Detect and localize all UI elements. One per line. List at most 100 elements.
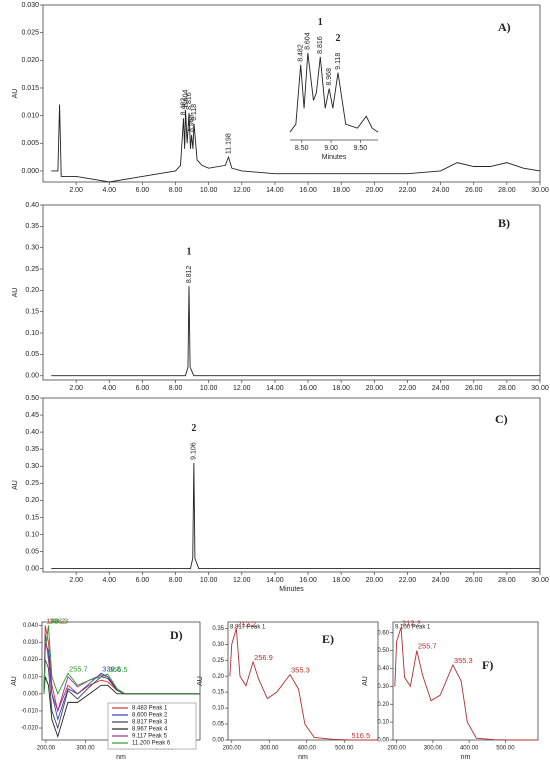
y-tick-label: 0.35 xyxy=(212,626,224,632)
y-tick-label: 0.30 xyxy=(25,463,39,470)
x-axis-label: Minutes xyxy=(322,154,347,161)
y-tick-label: 0.20 xyxy=(377,702,389,708)
spectrum-label: 9.100 Peak 1 xyxy=(395,625,431,631)
y-tick-label: 0.10 xyxy=(377,720,389,726)
panel-label: B) xyxy=(498,216,510,230)
y-tick-label: 0.020 xyxy=(21,57,39,64)
x-tick-label: 14.00 xyxy=(266,187,284,194)
y-tick-label: 0.15 xyxy=(212,690,224,696)
y-axis-label: AU xyxy=(362,676,369,686)
y-tick-label: 0.20 xyxy=(25,287,39,294)
legend-label: 8.600 Peak 2 xyxy=(132,713,168,719)
y-tick-label: 0.40 xyxy=(377,666,389,672)
y-axis-label: AU xyxy=(12,89,19,99)
panel-label: E) xyxy=(322,632,334,646)
x-tick-label: 30.00 xyxy=(531,187,549,194)
data-line xyxy=(229,628,378,741)
x-axis-label: nm xyxy=(461,754,471,761)
y-tick-label: 0.05 xyxy=(25,548,39,555)
peak-number: 2 xyxy=(191,423,196,434)
x-tick-label: 10.00 xyxy=(200,385,218,392)
x-tick-label: 300.00 xyxy=(260,746,279,752)
peak-label: 212.2 xyxy=(237,619,256,628)
x-tick-label: 200.00 xyxy=(223,746,242,752)
y-tick-label: 0.015 xyxy=(21,85,39,92)
peak-label: 8.812 xyxy=(186,265,193,283)
plot-frame xyxy=(42,397,541,573)
peak-label: 198.2 xyxy=(46,616,65,625)
peak-label: 355.3 xyxy=(291,666,310,675)
x-tick-label: 18.00 xyxy=(332,187,350,194)
y-tick-label: 0.25 xyxy=(25,480,39,487)
x-tick-label: 28.00 xyxy=(498,577,516,584)
legend-box xyxy=(107,702,197,750)
peak-label: 9.118 xyxy=(335,53,342,70)
x-tick-label: 20.00 xyxy=(366,577,384,584)
x-tick-label: 16.00 xyxy=(299,577,317,584)
peak-label: 9.118 xyxy=(191,104,198,121)
x-tick-label: 8.00 xyxy=(169,187,183,194)
x-tick-label: 300.00 xyxy=(76,746,95,752)
peak-label: 8.604 xyxy=(182,89,189,107)
y-tick-label: 0.60 xyxy=(377,630,389,636)
y-tick-label: 0.00 xyxy=(377,738,389,744)
y-tick-label: 0.010 xyxy=(23,674,39,680)
peak-number: 1 xyxy=(186,246,191,257)
y-tick-label: 0.35 xyxy=(25,223,39,230)
y-tick-label: 0.005 xyxy=(21,140,39,147)
y-tick-label: 0.00 xyxy=(25,565,39,572)
y-tick-label: 0.30 xyxy=(212,642,224,648)
x-axis-label: nm xyxy=(116,754,126,761)
plot-frame xyxy=(392,621,539,741)
x-tick-label: 14.00 xyxy=(266,385,284,392)
x-tick-label: 2.00 xyxy=(69,577,83,584)
x-tick-label: 10.00 xyxy=(200,187,218,194)
x-tick-label: 30.00 xyxy=(531,385,549,392)
y-tick-label: 0.10 xyxy=(212,706,224,712)
x-tick-label: 400.00 xyxy=(460,746,479,752)
peak-label: 8.604 xyxy=(305,32,312,50)
x-axis-label: nm xyxy=(298,754,308,761)
peak-label: 255.7 xyxy=(69,664,88,673)
x-tick-label: 6.00 xyxy=(136,385,150,392)
x-tick-label: 24.00 xyxy=(432,577,450,584)
y-tick-label: 0.030 xyxy=(23,640,39,646)
peak-label: 8.482 xyxy=(180,98,187,116)
panel-label: F) xyxy=(482,658,493,672)
x-tick-label: 26.00 xyxy=(465,577,483,584)
plot-frame xyxy=(42,4,541,183)
peak-label: 8.968 xyxy=(188,114,195,132)
y-tick-label: 0.50 xyxy=(25,395,39,402)
y-tick-label: 0.50 xyxy=(377,648,389,654)
y-tick-label: 0.10 xyxy=(25,531,39,538)
legend-label: 8.817 Peak 3 xyxy=(132,720,168,726)
data-line xyxy=(43,676,200,739)
legend-label: 8.483 Peak 1 xyxy=(132,706,168,712)
panel-label: D) xyxy=(170,628,183,642)
x-tick-label: 12.00 xyxy=(233,385,251,392)
peak-label: 11.198 xyxy=(225,133,232,154)
y-tick-label: 0.05 xyxy=(25,351,39,358)
x-tick-label: 14.00 xyxy=(266,577,284,584)
y-tick-label: 0.25 xyxy=(25,266,39,273)
y-tick-label: 0.00 xyxy=(212,738,224,744)
legend-label: 9.117 Peak 5 xyxy=(132,734,168,740)
x-tick-label: 22.00 xyxy=(399,187,417,194)
y-tick-label: 0.025 xyxy=(21,30,39,37)
y-axis-label: AU xyxy=(12,480,19,490)
x-tick-label: 300.00 xyxy=(424,746,443,752)
x-tick-label: 9.50 xyxy=(354,145,368,152)
peak-label: 339.8 xyxy=(102,664,121,673)
y-axis-label: AU xyxy=(12,288,19,298)
x-tick-label: 400.00 xyxy=(298,746,317,752)
x-tick-label: 6.00 xyxy=(136,187,150,194)
x-tick-label: 200.00 xyxy=(37,746,56,752)
x-tick-label: 4.00 xyxy=(102,187,116,194)
peak-label: 9.106 xyxy=(191,442,198,460)
y-axis-label: AU xyxy=(197,676,204,686)
x-tick-label: 2.00 xyxy=(69,187,83,194)
x-tick-label: 30.00 xyxy=(531,577,549,584)
x-tick-label: 8.50 xyxy=(295,145,309,152)
peak-label: 255.7 xyxy=(418,642,437,651)
